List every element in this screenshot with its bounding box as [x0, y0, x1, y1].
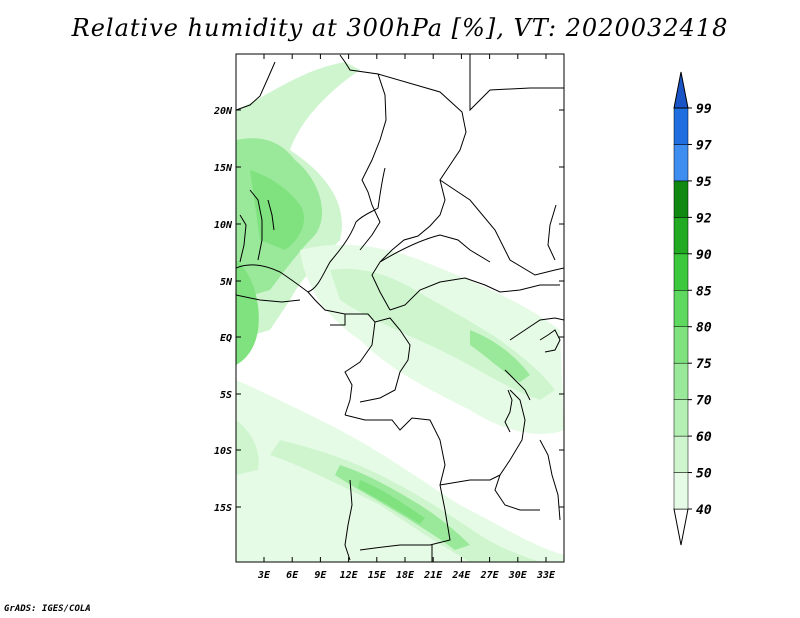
colorbar-label: 40: [696, 503, 712, 518]
country-borders: [236, 54, 564, 562]
humidity-area: [236, 380, 564, 562]
colorbar-swatch: [673, 290, 689, 327]
border-line: [494, 389, 540, 511]
grads-credit: GrADS: IGES/COLA: [4, 604, 91, 614]
border-line: [539, 439, 561, 521]
humidity-area: [236, 420, 259, 475]
humidity-area: [470, 330, 530, 382]
longitude-axis: 3E 6E 9E 12E 15E 18E 21E 24E 27E 30E 33E: [257, 54, 556, 581]
colorbar-swatch: [673, 180, 689, 218]
border-line: [344, 313, 376, 416]
colorbar-swatch: [673, 253, 689, 291]
latitude-axis: 20N 15N 10N 5N EQ 5S 10S 15S: [213, 106, 564, 514]
colorbar-label: 85: [696, 284, 712, 299]
colorbar-label: 80: [696, 321, 712, 336]
lat-tick-label: 10S: [214, 446, 232, 457]
border-line: [344, 479, 353, 561]
lat-tick-label: 5N: [220, 277, 233, 288]
chart-title: Relative humidity at 300hPa [%], VT: 202…: [71, 14, 729, 42]
colorbar-label: 60: [696, 430, 712, 445]
colorbar-swatch: [673, 107, 689, 145]
colorbar-swatch: [673, 472, 689, 510]
colorbar-swatch: [673, 217, 689, 255]
border-line: [307, 291, 346, 326]
lon-tick-label: 3E: [257, 570, 271, 581]
lat-tick-label: 15S: [214, 503, 232, 514]
colorbar-swatch: [673, 326, 689, 364]
colorbar-label: 99: [696, 102, 712, 117]
lon-tick-label: 15E: [368, 570, 387, 581]
colorbar-label: 97: [696, 138, 712, 153]
border-line: [389, 277, 560, 311]
lon-tick-label: 21E: [423, 570, 443, 581]
colorbar-label: 50: [696, 467, 712, 482]
colorbar: 40 50 60 70 75 80 85 90 92 95 97 99: [673, 71, 712, 546]
border-line: [236, 294, 301, 303]
lon-tick-label: 6E: [286, 570, 299, 581]
border-line: [249, 189, 263, 261]
border-line: [469, 54, 564, 112]
border-line: [344, 414, 451, 551]
humidity-area: [358, 480, 425, 524]
border-line: [236, 167, 386, 293]
border-line: [379, 234, 491, 263]
colorbar-label: 70: [696, 394, 712, 409]
colorbar-swatch: [673, 435, 689, 473]
colorbar-label: 75: [696, 357, 712, 372]
colorbar-swatch: [673, 71, 689, 109]
border-line: [539, 329, 561, 353]
humidity-area: [250, 170, 305, 250]
humidity-area: [236, 260, 259, 365]
border-line: [239, 214, 247, 263]
lon-tick-label: 30E: [508, 570, 528, 581]
border-line: [547, 204, 557, 261]
lat-tick-label: EQ: [220, 333, 232, 344]
border-line: [509, 317, 564, 341]
border-line: [439, 179, 564, 276]
map-frame: [235, 53, 565, 563]
border-line: [439, 474, 501, 486]
border-line: [359, 317, 411, 403]
border-line: [504, 389, 513, 433]
colorbar-label: 92: [696, 211, 712, 226]
border-line: [371, 73, 467, 311]
border-line: [236, 61, 276, 111]
lon-tick-label: 18E: [396, 570, 415, 581]
lat-tick-label: 10N: [214, 220, 233, 231]
lat-tick-label: 20N: [213, 106, 233, 117]
border-line: [339, 54, 387, 251]
lon-tick-label: 9E: [314, 570, 327, 581]
colorbar-swatch: [673, 399, 689, 437]
lon-tick-label: 27E: [480, 570, 500, 581]
lat-tick-label: 5S: [220, 390, 232, 401]
colorbar-label: 90: [696, 248, 712, 263]
humidity-shading: [236, 54, 564, 562]
colorbar-swatch: [673, 362, 689, 400]
colorbar-swatch: [673, 144, 689, 182]
border-line: [504, 369, 531, 401]
border-line: [267, 199, 275, 231]
colorbar-swatch: [673, 508, 689, 546]
lat-tick-label: 15N: [214, 163, 233, 174]
colorbar-label: 95: [696, 175, 712, 190]
lon-tick-label: 24E: [451, 570, 471, 581]
lon-tick-label: 33E: [536, 570, 556, 581]
lon-tick-label: 12E: [340, 570, 359, 581]
